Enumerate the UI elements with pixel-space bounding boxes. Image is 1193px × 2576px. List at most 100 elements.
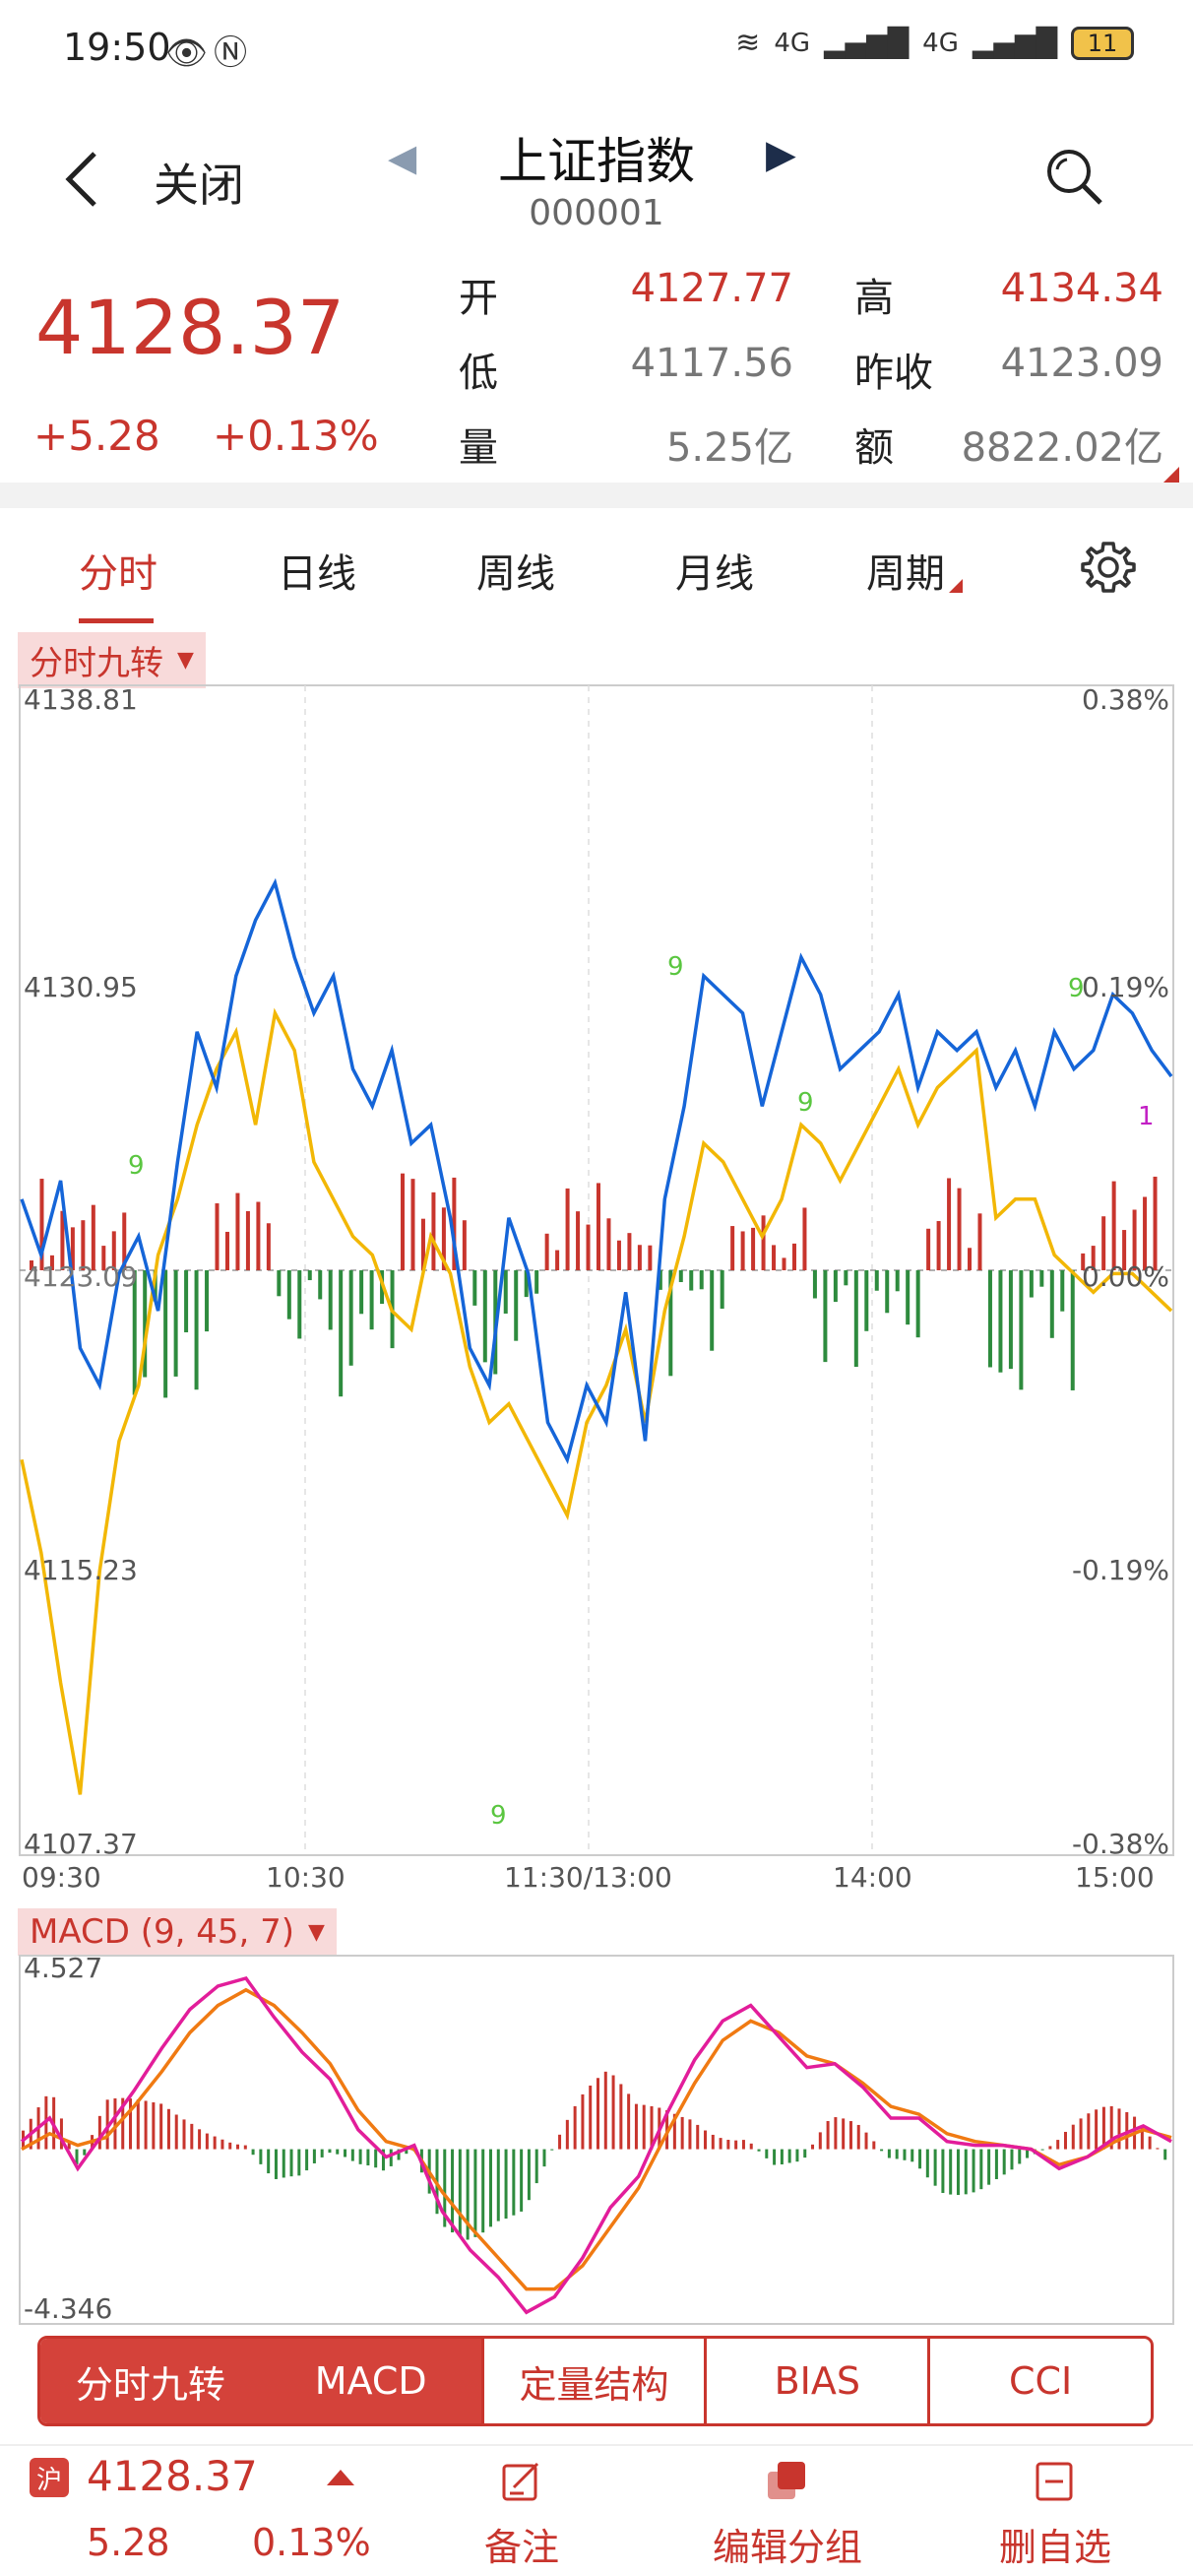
nine-marker: 9 <box>797 1088 814 1118</box>
macd-neg-bar <box>987 2149 991 2185</box>
footer-change-pct: 0.13% <box>252 2521 371 2564</box>
indicator-chip-macd[interactable]: MACD (9, 45, 7) ▼ <box>18 1908 337 1956</box>
macd-pos-bar <box>1125 2111 1129 2150</box>
remove-watchlist-button[interactable]: 删自选 <box>957 2460 1154 2571</box>
itab-structure[interactable]: 定量结构 <box>480 2339 705 2423</box>
macd-chart[interactable] <box>0 1954 1193 2328</box>
sell-bar <box>534 1270 539 1294</box>
intraday-chart[interactable]: 9 9 9 9 9 1 <box>0 681 1193 1908</box>
y-right-tick: 0.00% <box>1082 1260 1169 1293</box>
note-label: 备注 <box>483 2526 559 2569</box>
close-button[interactable]: 关闭 <box>154 159 244 212</box>
x-tick: 11:30/13:00 <box>504 1861 672 1894</box>
y-right-tick: 0.19% <box>1082 971 1169 1003</box>
macd-neg-bar <box>481 2149 485 2233</box>
macd-neg-bar <box>488 2149 492 2227</box>
buy-bar <box>1111 1181 1116 1270</box>
amount-value: 8822.02亿 <box>961 425 1163 471</box>
buy-bar <box>802 1207 807 1270</box>
macd-pos-bar <box>634 2103 638 2150</box>
macd-neg-bar <box>251 2149 255 2156</box>
macd-neg-bar <box>895 2149 899 2159</box>
indicator-chip-main[interactable]: 分时九转 ▼ <box>18 632 206 688</box>
macd-pos-bar <box>688 2119 692 2150</box>
macd-pos-bar <box>596 2078 599 2150</box>
stock-code: 000001 <box>529 193 664 233</box>
macd-pos-bar <box>1063 2131 1067 2150</box>
edit-group-button[interactable]: 编辑分组 <box>689 2460 886 2571</box>
buy-bar <box>431 1191 436 1270</box>
tab-period[interactable]: 周期 <box>866 551 945 597</box>
next-stock-icon[interactable]: ▶ <box>766 132 796 177</box>
macd-pos-bar <box>1048 2146 1052 2150</box>
buy-bar <box>111 1231 116 1270</box>
tab-daily[interactable]: 日线 <box>278 551 356 597</box>
chevron-down-icon: ▼ <box>177 648 194 673</box>
tab-intraday[interactable]: 分时 <box>79 551 157 597</box>
macd-pos-bar <box>1156 2148 1160 2150</box>
macd-pos-bar <box>842 2118 846 2150</box>
note-button[interactable]: 备注 <box>423 2460 620 2571</box>
buy-bar <box>730 1226 735 1270</box>
macd-pos-bar <box>1148 2136 1152 2150</box>
buy-bar <box>401 1173 406 1270</box>
macd-neg-bar <box>512 2149 516 2216</box>
macd-y-max: 4.527 <box>24 1952 103 1984</box>
macd-neg-bar <box>964 2149 968 2195</box>
market-badge: 沪 <box>30 2458 69 2497</box>
buy-bar <box>420 1218 425 1270</box>
tab-weekly[interactable]: 周线 <box>476 551 555 597</box>
gear-icon[interactable] <box>1079 538 1138 597</box>
status-right: ≋ 4G ▂▄▆█ 4G ▂▄▆█ 11 <box>735 26 1134 60</box>
macd-neg-bar <box>397 2149 401 2160</box>
macd-neg-bar <box>336 2149 340 2155</box>
macd-neg-bar <box>910 2149 914 2162</box>
macd-pos-bar <box>680 2116 684 2150</box>
high-label: 高 <box>854 276 894 321</box>
buy-bar <box>39 1179 44 1270</box>
sell-bar <box>1060 1270 1065 1312</box>
buy-bar <box>637 1245 642 1270</box>
buy-bar <box>586 1224 591 1270</box>
nfc-icon: Ⓝ <box>214 33 254 73</box>
itab-cci[interactable]: CCI <box>927 2339 1151 2423</box>
search-icon[interactable] <box>1043 146 1106 209</box>
macd-neg-bar <box>933 2149 937 2186</box>
sell-bar <box>205 1270 210 1332</box>
low-label: 低 <box>459 351 498 396</box>
back-arrow-icon[interactable] <box>59 148 106 211</box>
indicator-tab-bar: 分时九转 MACD 定量结构 BIAS CCI <box>37 2336 1154 2426</box>
sell-bar <box>286 1270 291 1320</box>
y-right-tick: -0.19% <box>1071 1554 1169 1586</box>
itab-nine[interactable]: 分时九转 <box>40 2339 261 2423</box>
itab-bias[interactable]: BIAS <box>704 2339 927 2423</box>
prev-stock-icon[interactable]: ◀ <box>388 136 417 179</box>
battery-level: 11 <box>1087 29 1118 57</box>
macd-neg-bar <box>918 2149 922 2169</box>
macd-pos-bar <box>834 2117 838 2150</box>
macd-neg-bar <box>458 2149 462 2237</box>
itab-macd[interactable]: MACD <box>260 2339 481 2423</box>
buy-bar <box>215 1203 220 1270</box>
open-label: 开 <box>459 276 498 321</box>
sell-bar <box>369 1270 374 1330</box>
y-left-tick: 4107.37 <box>24 1828 138 1860</box>
sell-bar <box>359 1270 364 1315</box>
open-value: 4127.77 <box>630 266 793 311</box>
macd-neg-bar <box>1026 2149 1030 2158</box>
macd-pos-bar <box>213 2136 217 2150</box>
macd-pos-bar <box>696 2124 700 2150</box>
macd-pos-bar <box>826 2120 830 2150</box>
buy-bar <box>60 1210 65 1270</box>
tab-period-corner-icon <box>949 579 963 593</box>
tab-monthly[interactable]: 月线 <box>675 551 754 597</box>
macd-neg-bar <box>550 2149 554 2151</box>
price-line <box>20 877 1173 1465</box>
expand-corner-icon[interactable] <box>1163 467 1179 483</box>
status-icons: 👁Ⓝ <box>165 26 253 74</box>
tab-active-underline <box>79 618 154 623</box>
sell-bar <box>668 1270 673 1377</box>
signal-icon: ▂▄▆█ <box>972 27 1057 59</box>
buy-bar <box>1143 1196 1148 1270</box>
buy-bar <box>936 1221 941 1270</box>
